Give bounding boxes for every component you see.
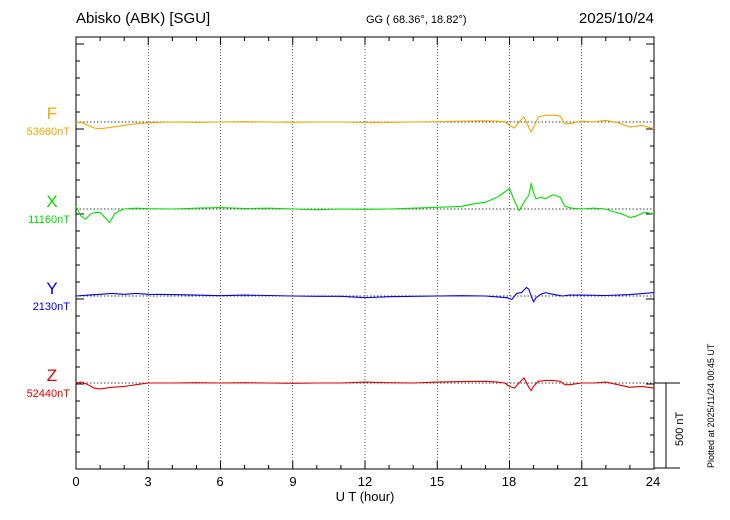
series-symbol-z: Z [46,366,58,385]
series-line-f [75,114,655,133]
x-tick-label: 3 [144,474,152,489]
series-baseline-y: 2130nT [32,301,70,313]
x-tick-label: 15 [429,474,445,489]
series-baseline-f: 53660nT [26,126,70,138]
x-tick-label: 0 [72,474,80,489]
geographic-coordinates: GG ( 68.36°, 18.82°) [366,14,467,26]
series-symbol-y: Y [46,279,58,298]
x-tick-label: 12 [357,474,373,489]
series-baseline-x: 11160nT [28,214,70,226]
series-symbol-f: F [46,104,58,123]
series-line-z [75,377,655,392]
series-symbol-x: X [46,192,58,211]
x-tick-label: 6 [216,474,224,489]
plot-date: 2025/10/24 [578,10,654,27]
x-tick-label: 18 [501,474,517,489]
x-tick-label: 9 [289,474,297,489]
x-axis-label: U T (hour) [335,489,395,504]
series-baseline-z: 52440nT [26,388,70,400]
x-tick-label: 24 [645,474,661,489]
plotted-timestamp: Plotted at 2025/11/24 00:45 UT [706,343,716,468]
scale-bar-label: 500 nT [674,411,686,446]
series-line-y [75,286,655,303]
station-title: Abisko (ABK) [SGU] [76,10,211,27]
x-tick-label: 21 [573,474,589,489]
series-line-x [75,182,655,224]
